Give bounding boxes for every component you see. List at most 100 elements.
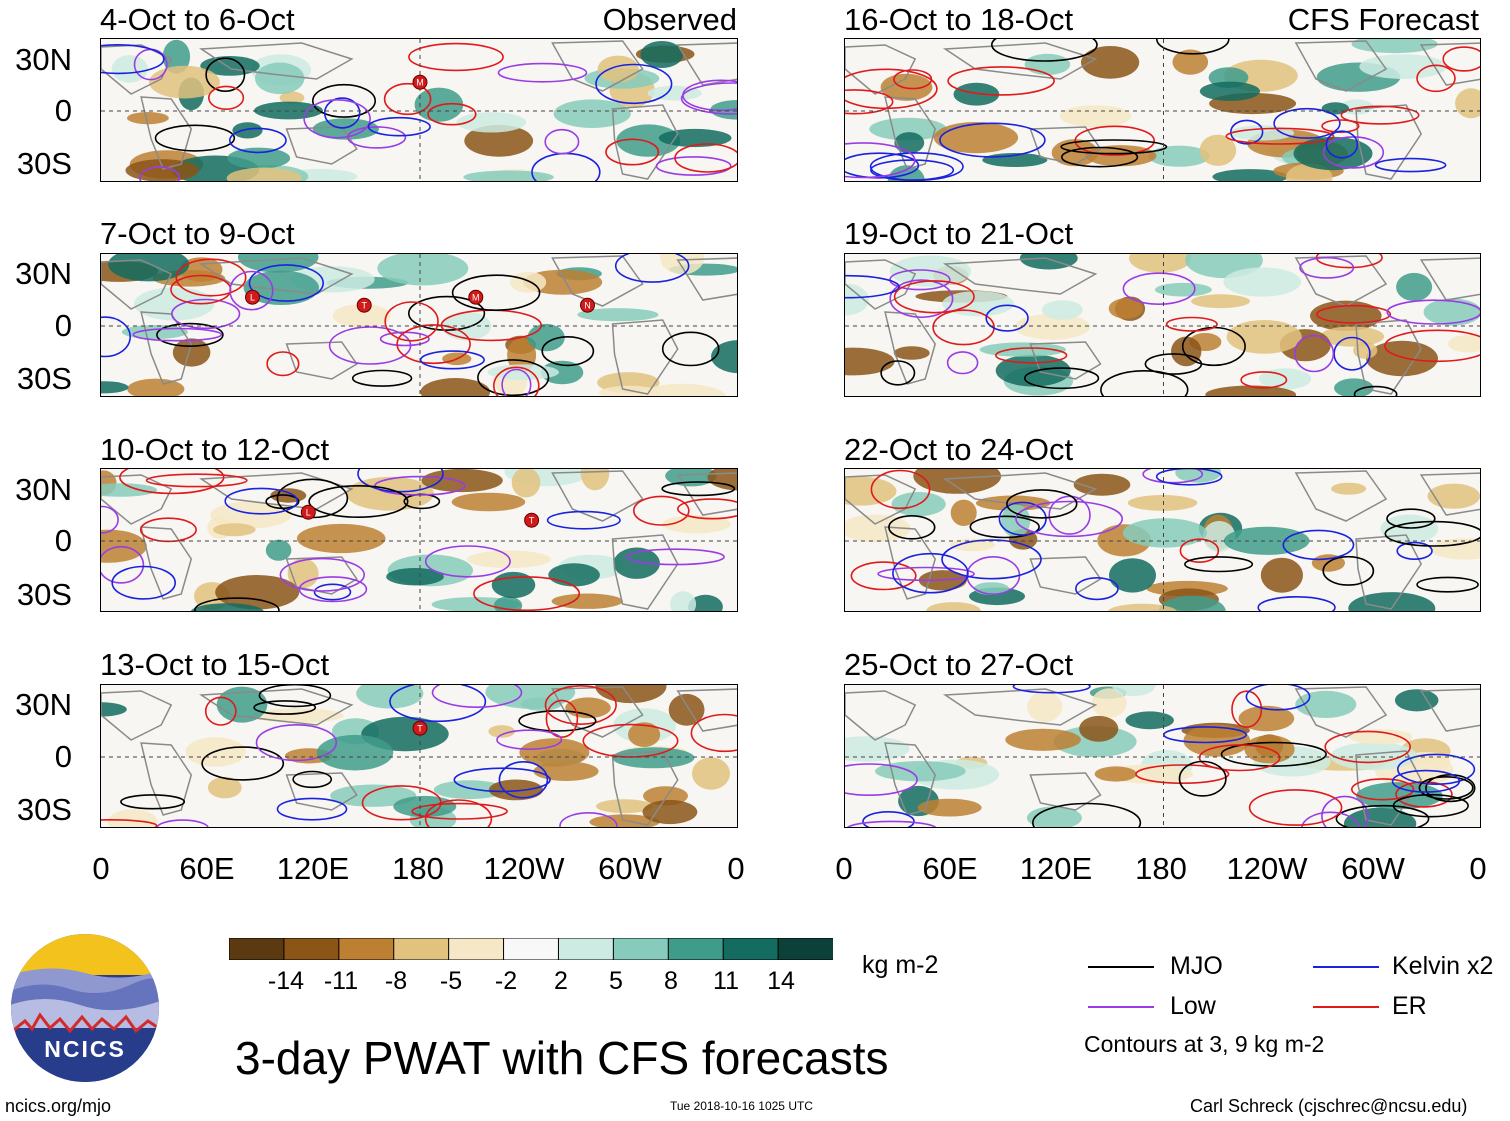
coastline (1419, 688, 1480, 732)
colorbar-tick: 5 (609, 967, 623, 995)
lon-label: 120E (1019, 851, 1093, 886)
contour-line (541, 335, 595, 367)
anomaly-blob (332, 304, 391, 328)
lon-label: 0 (92, 851, 110, 886)
colorbar-swatch (228, 937, 285, 961)
contour-line (101, 44, 165, 75)
anomaly-blob (1334, 378, 1374, 396)
storm-marker: L (300, 504, 316, 520)
contour-line (276, 797, 348, 821)
contour-line (888, 514, 936, 540)
svg-text:L: L (306, 508, 311, 518)
anomaly-blob (662, 515, 731, 534)
anomaly-blob (172, 338, 211, 367)
contour-line (518, 710, 597, 732)
contour-line (1240, 371, 1288, 389)
footer-credit: Carl Schreck (cjschrec@ncsu.edu) (1190, 1096, 1468, 1116)
anomaly-blob (1081, 46, 1140, 79)
coastline (1029, 556, 1102, 595)
contour-line (204, 696, 237, 726)
contour-line (408, 42, 504, 72)
anomaly-blob (1212, 169, 1289, 181)
anomaly-blob (1027, 691, 1063, 722)
contour-line (473, 576, 581, 611)
coastline (845, 690, 917, 741)
contour-line (156, 819, 209, 827)
lon-label: 120E (276, 851, 350, 886)
anomaly-blob (1394, 689, 1439, 712)
contour-line (132, 327, 223, 342)
contour-line (1231, 690, 1263, 729)
anomaly-blob (127, 112, 169, 125)
anomaly-blob (950, 499, 977, 526)
anomaly-blob (979, 342, 1066, 357)
map-canvas: T (101, 685, 737, 827)
svg-text:T: T (417, 724, 423, 734)
anomaly-blob (1127, 495, 1198, 511)
lat-label-eq: 0 (54, 523, 72, 558)
contour-line (145, 473, 248, 488)
coastline (676, 688, 737, 732)
contour-line (892, 552, 969, 594)
anomaly-blob (510, 271, 547, 293)
anomaly-blob (1295, 690, 1357, 718)
contour-line (292, 770, 333, 789)
colorbar-swatch (283, 937, 340, 961)
coastline (611, 104, 679, 180)
anomaly-blob (1331, 482, 1367, 495)
contour-line (845, 142, 916, 179)
anomaly-blob (869, 117, 947, 141)
contour-note: Contours at 3, 9 kg m-2 (1084, 1031, 1325, 1057)
contour-line (1386, 508, 1436, 529)
panel-period-label: 7-Oct to 9-Oct (100, 216, 295, 251)
contour-line (453, 767, 551, 793)
figure-title: 3-day PWAT with CFS forecasts (235, 1032, 889, 1084)
lon-label: 60E (922, 851, 978, 886)
coastline (676, 42, 737, 86)
anomaly-blob (1319, 326, 1385, 347)
anomaly-blob (433, 780, 506, 800)
contour-line (889, 279, 954, 319)
contour-line (101, 316, 131, 358)
anomaly-blob (1430, 538, 1480, 560)
contour-line (546, 510, 621, 530)
anomaly-blob (252, 708, 344, 723)
contour-line (661, 481, 736, 497)
lon-label: 0 (727, 851, 745, 886)
anomaly-blob (215, 575, 300, 610)
colorbar-tick: -8 (384, 967, 408, 995)
anomaly-blob (612, 747, 695, 769)
anomaly-blob (296, 523, 386, 554)
coastline (1355, 104, 1423, 180)
contour-line (411, 802, 508, 820)
map-canvas (845, 39, 1480, 181)
coastline (676, 472, 737, 516)
anomaly-blob (149, 65, 220, 99)
colorbar-tick: 2 (554, 967, 568, 995)
contour-line (248, 264, 324, 302)
colorbar-tick: -5 (439, 967, 463, 995)
coastline (1294, 686, 1388, 738)
contour-line (120, 794, 186, 810)
footer-url[interactable]: ncics.org/mjo (5, 1096, 112, 1116)
contour-line (544, 685, 617, 725)
coastline (942, 688, 1098, 726)
anomaly-blob (1199, 134, 1237, 166)
anomaly-blob (595, 685, 667, 704)
contour-line (431, 685, 523, 708)
coastline (140, 526, 193, 600)
lon-label: 0 (1469, 851, 1487, 886)
lat-label-30n: 30N (15, 687, 72, 722)
lat-label-30n: 30N (15, 472, 72, 507)
contour-line (870, 469, 931, 510)
contour-line (845, 763, 918, 796)
anomaly-blob (1172, 49, 1209, 75)
contour-line (1299, 256, 1355, 279)
ncics-logo: NCICS (10, 933, 160, 1083)
contour-line (1006, 489, 1078, 519)
anomaly-blob (523, 269, 603, 295)
storm-marker: T (412, 720, 428, 736)
anomaly-blob (420, 378, 491, 396)
contour-line (493, 366, 540, 396)
anomaly-blob (1260, 557, 1303, 593)
